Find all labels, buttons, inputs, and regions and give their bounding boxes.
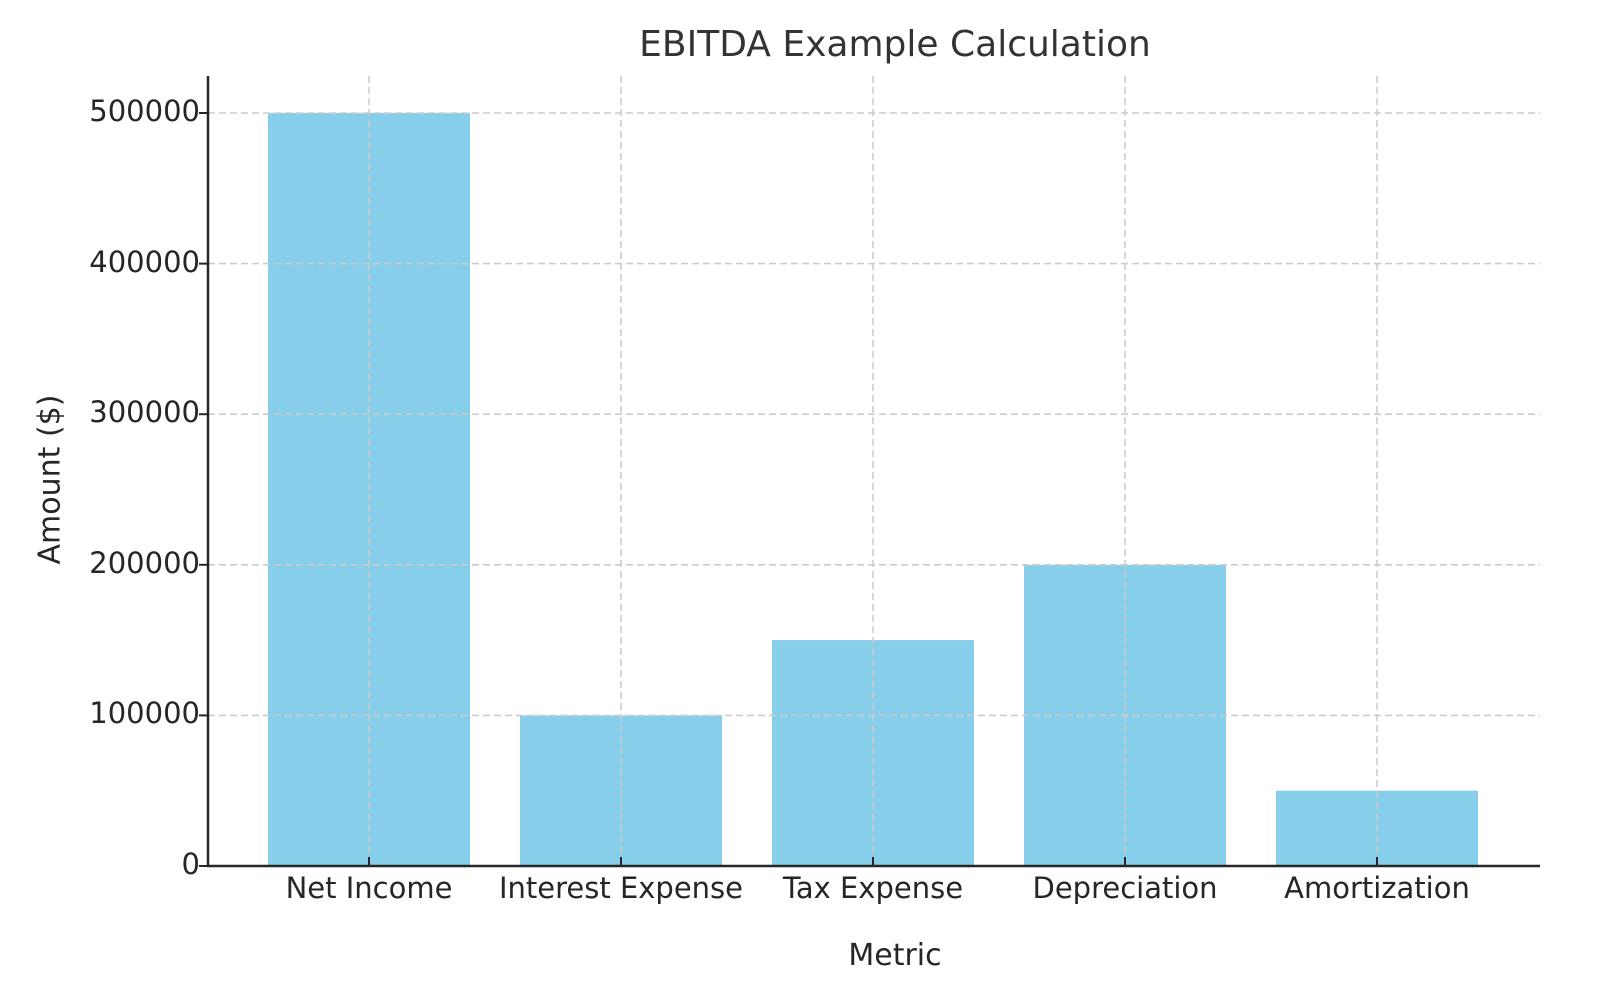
x-tick-label: Net Income [285,871,453,905]
y-tick-label: 200000 [89,545,200,580]
y-tick-label: 400000 [89,244,200,279]
y-axis-label: Amount ($) [32,394,68,565]
axes [199,76,1540,868]
y-tick-label: 100000 [89,696,200,731]
y-tick-label: 500000 [89,94,200,128]
chart-title: EBITDA Example Calculation [639,24,1151,65]
y-tick-label: 0 [181,847,200,881]
x-tick-label: Amortization [1284,871,1470,905]
x-axis-label: Metric [848,938,942,973]
x-tick-label: Interest Expense [498,871,744,905]
x-tick-label: Tax Expense [782,871,964,905]
y-tick-label: 300000 [89,395,200,430]
x-tick-label: Depreciation [1032,871,1218,905]
